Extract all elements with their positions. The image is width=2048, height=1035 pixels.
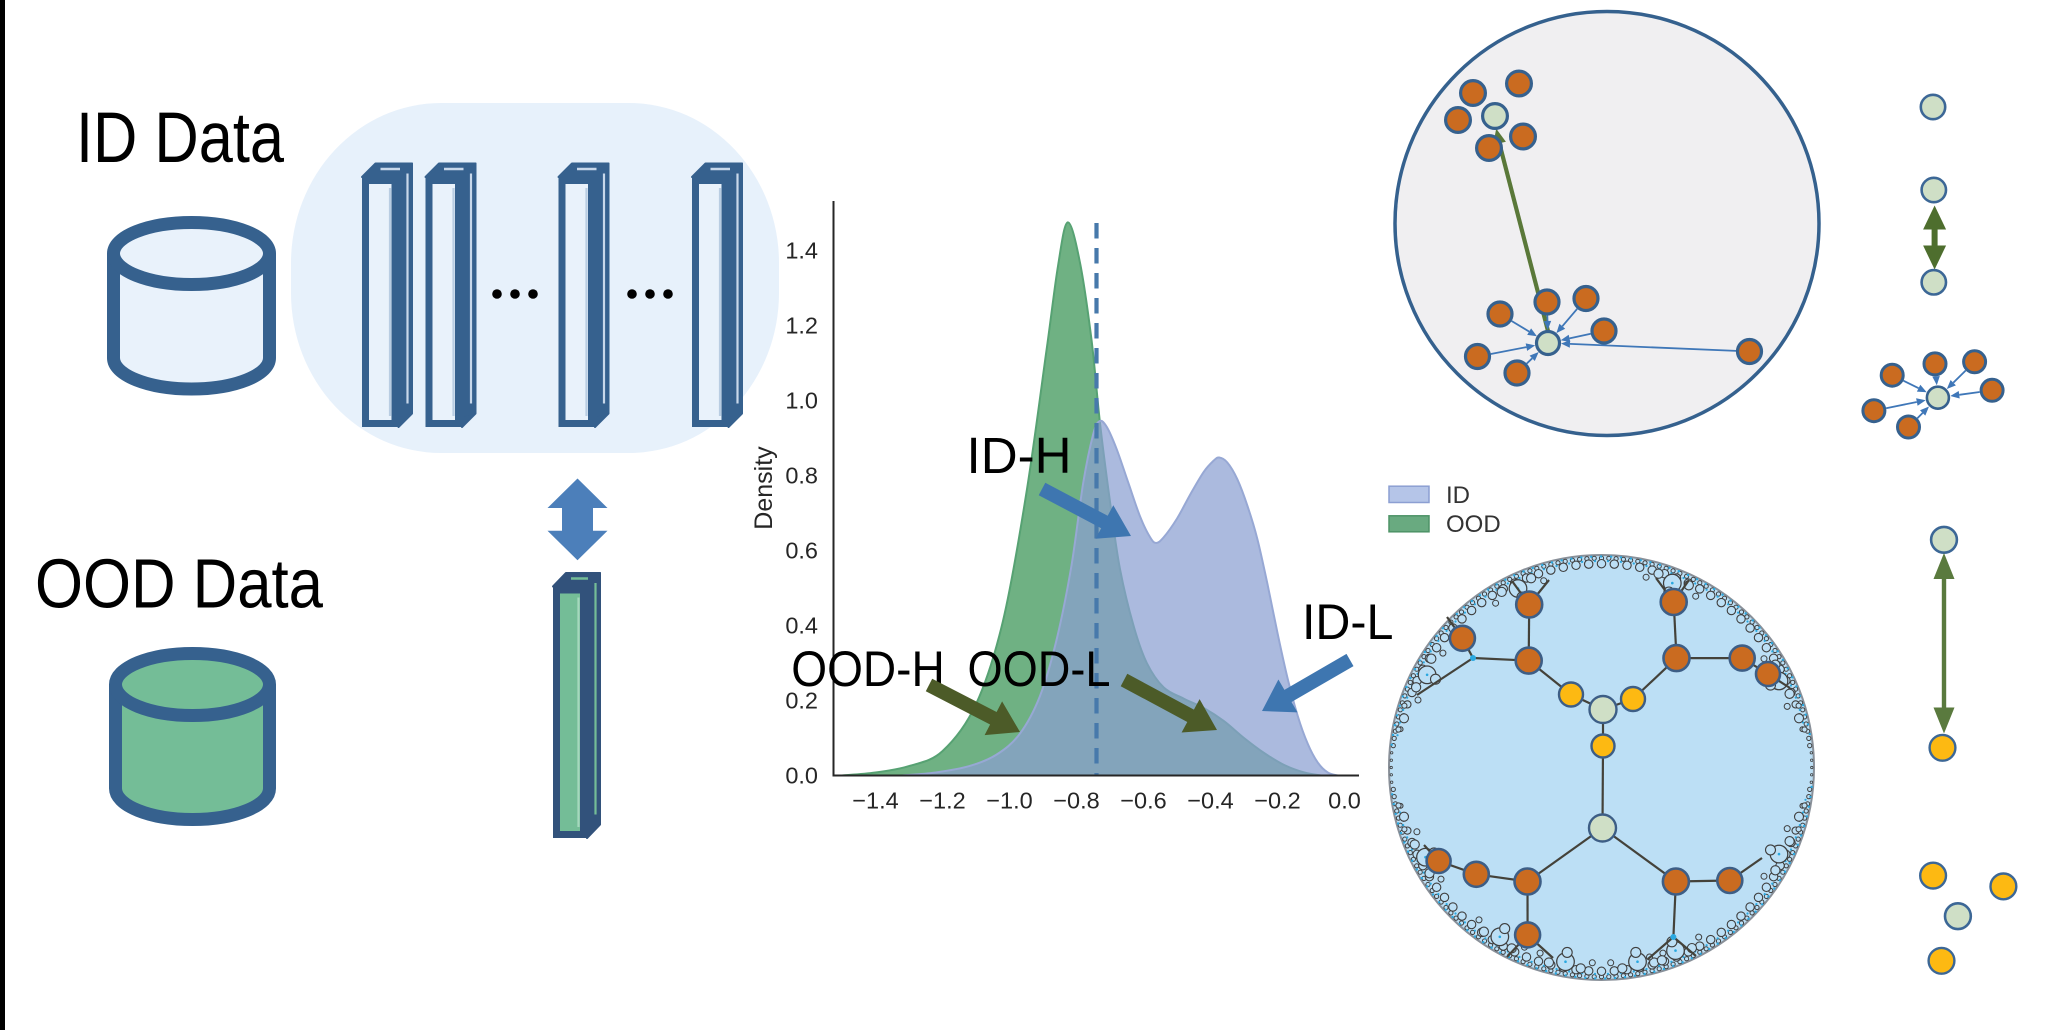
svg-text:−0.6: −0.6 <box>1120 788 1166 814</box>
svg-text:0.0: 0.0 <box>785 763 818 789</box>
svg-text:1.4: 1.4 <box>785 238 818 264</box>
svg-text:−1.4: −1.4 <box>852 788 898 814</box>
svg-text:ID-H: ID-H <box>967 427 1072 484</box>
svg-text:0.8: 0.8 <box>785 463 818 489</box>
svg-text:ID-L: ID-L <box>1302 594 1394 650</box>
svg-text:ID: ID <box>1446 482 1470 509</box>
svg-text:−0.4: −0.4 <box>1187 788 1233 814</box>
svg-text:OOD Data: OOD Data <box>35 545 323 623</box>
svg-text:1.2: 1.2 <box>785 313 818 339</box>
svg-text:Density: Density <box>750 446 778 530</box>
svg-text:0.4: 0.4 <box>785 613 818 639</box>
svg-text:−0.2: −0.2 <box>1254 788 1300 814</box>
svg-text:ID Data: ID Data <box>76 99 284 178</box>
svg-text:0.6: 0.6 <box>785 538 818 564</box>
svg-text:−1.2: −1.2 <box>919 788 965 814</box>
svg-text:1.0: 1.0 <box>785 388 818 414</box>
svg-text:OOD: OOD <box>1446 511 1501 538</box>
svg-text:−0.8: −0.8 <box>1053 788 1099 814</box>
svg-text:0.0: 0.0 <box>1328 788 1361 814</box>
svg-text:−1.0: −1.0 <box>986 788 1032 814</box>
svg-text:OOD-L: OOD-L <box>968 641 1111 697</box>
svg-text:OOD-H: OOD-H <box>791 641 945 697</box>
